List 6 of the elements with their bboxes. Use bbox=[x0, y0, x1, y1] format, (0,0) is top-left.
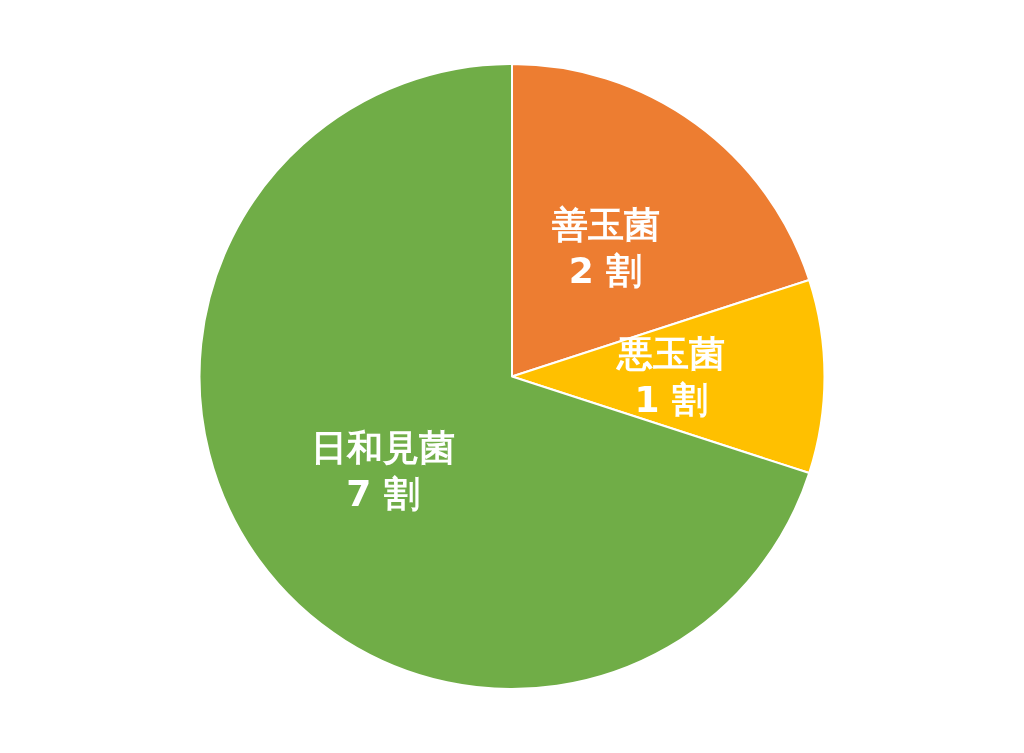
slice-label: 善玉菌 bbox=[551, 204, 660, 246]
slice-label: 日和見菌 bbox=[311, 426, 456, 468]
data-label: 7 割 bbox=[346, 472, 420, 514]
data-label: 2 割 bbox=[568, 250, 643, 292]
data-label: 1 割 bbox=[634, 379, 709, 420]
slice-label: 悪玉菌 bbox=[615, 333, 726, 374]
